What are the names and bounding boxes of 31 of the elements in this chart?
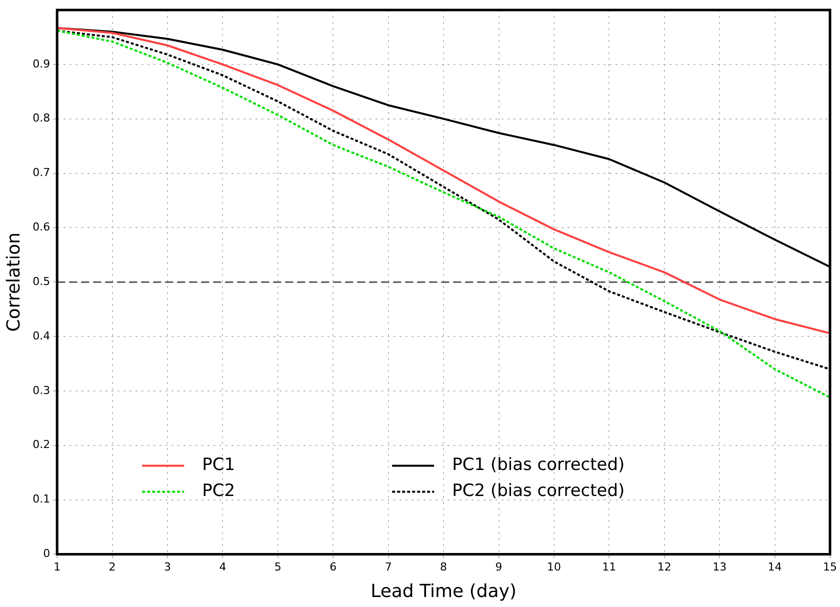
y-tick-label: 0.5 bbox=[32, 274, 50, 288]
x-tick-label: 5 bbox=[274, 560, 282, 574]
x-axis-title: Lead Time (day) bbox=[370, 580, 516, 602]
y-tick-label: 0.2 bbox=[32, 438, 50, 452]
x-tick-label: 15 bbox=[823, 560, 837, 574]
x-tick-label: 13 bbox=[712, 560, 727, 574]
y-tick-label: 0.7 bbox=[32, 166, 50, 180]
x-tick-label: 14 bbox=[768, 560, 782, 574]
x-tick-label: 10 bbox=[546, 560, 561, 574]
x-tick-label: 2 bbox=[108, 560, 116, 574]
x-tick-label: 12 bbox=[657, 560, 672, 574]
y-tick-label: 0.4 bbox=[32, 329, 50, 342]
y-tick-label: 0.9 bbox=[32, 57, 50, 70]
legend-label: PC1 bbox=[202, 455, 236, 476]
legend-label: PC2 bbox=[202, 481, 236, 502]
x-tick-label: 1 bbox=[54, 560, 61, 574]
y-tick-label: 0.8 bbox=[32, 112, 50, 125]
x-tick-label: 3 bbox=[164, 560, 172, 574]
y-tick-label: 0 bbox=[43, 547, 50, 560]
x-tick-label: 7 bbox=[384, 560, 392, 574]
y-tick-label: 0.6 bbox=[32, 220, 50, 234]
x-tick-label: 9 bbox=[495, 560, 502, 574]
y-axis-title: Correlation bbox=[3, 232, 24, 332]
x-tick-label: 8 bbox=[440, 560, 448, 574]
legend-label: PC2 (bias corrected) bbox=[452, 481, 625, 502]
legend-label: PC1 (bias corrected) bbox=[452, 455, 625, 476]
x-tick-label: 11 bbox=[602, 560, 616, 574]
x-tick-label: 6 bbox=[330, 560, 337, 574]
x-tick-label: 4 bbox=[219, 560, 226, 574]
y-tick-label: 0.1 bbox=[32, 492, 50, 506]
y-tick-label: 0.3 bbox=[32, 384, 50, 397]
